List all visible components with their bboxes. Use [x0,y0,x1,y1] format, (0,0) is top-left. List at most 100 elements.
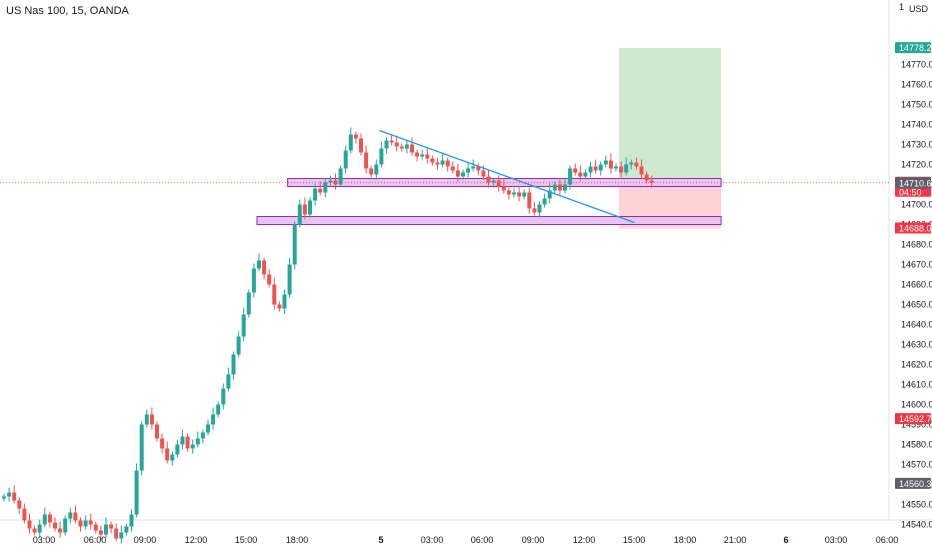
currency-label: USD [908,4,928,14]
candle-body [512,192,516,195]
candle-body [603,160,608,165]
candle-body [532,208,537,213]
y-tick-label: 14730.0 [901,140,932,150]
candle-body [144,414,149,425]
y-tick-label: 14570.0 [901,460,932,470]
candle-body [389,140,394,143]
y-tick-label: 14600.0 [901,400,932,410]
x-tick-label: 12:00 [573,535,596,545]
candle-body [374,164,379,175]
candle-body [287,264,292,295]
candle-body [308,200,312,215]
candle-body [160,438,165,449]
candle-body [445,160,450,167]
x-tick-label: 6 [783,535,788,545]
candle-body [53,522,57,529]
candle-body [491,180,496,183]
candle-body [124,526,129,533]
candle-body [379,148,384,165]
candle-body [302,204,307,215]
candle-body [348,134,353,151]
candle-body [292,224,297,265]
candle-body [404,144,409,149]
candle-body [47,514,52,523]
price-badge [895,413,931,425]
candle-body [466,168,471,173]
candle-body [353,134,358,139]
candle-body [506,190,511,195]
candle-body [384,140,389,149]
candle-body [517,192,522,197]
x-tick-label: 21:00 [724,535,747,545]
x-tick-label: 03:00 [825,535,848,545]
x-tick-label: 09:00 [134,535,157,545]
candle-body [323,182,328,193]
price-badge-text: 14592.7 [899,414,932,424]
candle-body [175,444,180,455]
candle-body [461,172,465,177]
candle-body [649,180,654,183]
candle-body [68,512,73,519]
candle-body [455,170,460,177]
candle-body [634,162,639,167]
y-tick-label: 14660.0 [901,280,932,290]
candle-body [644,174,649,181]
candle-body [155,424,159,439]
candle-body [527,192,532,209]
y-tick-label: 14770.0 [901,60,932,70]
candle-body [12,492,17,501]
candle-body [277,304,282,309]
candle-body [593,166,598,171]
y-tick-label: 14620.0 [901,360,932,370]
candle-body [639,166,644,175]
trendline [379,129,635,224]
candle-body [440,160,445,165]
candle-body [17,500,22,509]
candle-body [88,520,93,525]
candle-body [501,186,506,191]
candle-body [63,518,68,533]
candle-body [267,274,272,285]
candle-body [522,192,527,197]
candle-body [78,520,83,527]
price-badge-countdown: 04:50 [899,188,922,198]
candle-body [629,162,634,165]
candle-body [231,354,236,375]
candle-body [42,514,47,525]
candle-body [399,146,404,149]
candle-body [598,164,603,171]
support-zone [256,216,722,225]
candle-body [481,170,486,177]
candle-body [420,154,425,157]
y-tick-label: 14700.0 [901,200,932,210]
y-tick-label: 14580.0 [901,440,932,450]
candle-body [149,414,154,425]
chart-title: US Nas 100, 15, OANDA [6,5,129,17]
candle-body [333,180,338,185]
candle-body [343,150,348,169]
y-tick-label: 14750.0 [901,100,932,110]
candle-body [190,444,195,449]
top-mark: 1 [899,2,904,12]
price-badge-text: 14710.6 [899,178,932,188]
candle-body [200,432,205,439]
candle-body [119,532,124,539]
candle-body [328,180,333,183]
x-tick-label: 18:00 [674,535,697,545]
y-tick-label: 14670.0 [901,260,932,270]
candle-body [226,374,231,389]
candle-body [313,188,318,201]
y-tick-label: 14760.0 [901,80,932,90]
price-badge [895,177,931,189]
candle-body [394,142,399,147]
candle-body [37,524,42,533]
candle-body [93,524,98,531]
candle-body [73,512,78,521]
candle-body [364,152,369,169]
candle-body [221,388,226,405]
candle-body [114,528,119,539]
candle-body [83,520,88,527]
candle-body [496,180,501,187]
candle-body [563,184,567,191]
